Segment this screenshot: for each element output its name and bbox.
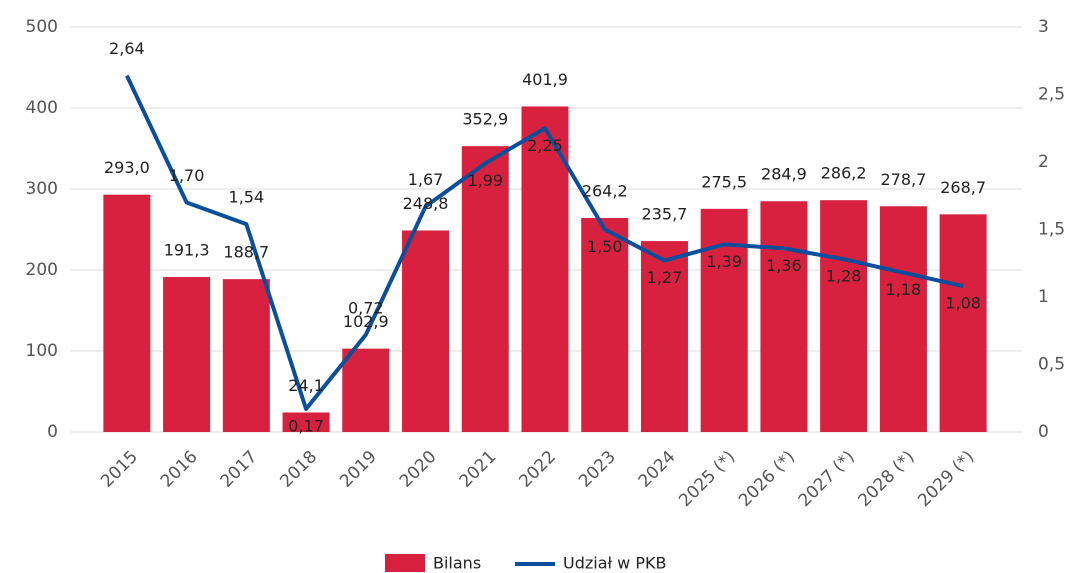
line-value-label: 1,18: [886, 280, 922, 299]
line-value-label: 1,08: [945, 294, 981, 313]
line-value-label: 1,67: [408, 170, 444, 189]
x-tick-label: 2024: [635, 447, 680, 492]
bar-value-label: 188,7: [223, 243, 269, 262]
x-tick-label: 2025 (*): [675, 447, 739, 511]
x-tick-label: 2028 (*): [855, 447, 919, 511]
legend-label: Udział w PKB: [563, 554, 666, 573]
bar-value-label: 284,9: [761, 165, 807, 184]
bar: [402, 230, 450, 432]
bar: [282, 412, 330, 432]
bar-value-label: 24,1: [288, 376, 324, 395]
x-tick-label: 2018: [276, 447, 321, 492]
y2-tick-label: 3: [1038, 17, 1049, 37]
line-value-label: 1,36: [766, 256, 802, 275]
line-value-label: 1,70: [169, 166, 205, 185]
line-value-label: 0,72: [348, 298, 384, 317]
bar-value-label: 401,9: [522, 70, 568, 89]
line-value-label: 1,39: [706, 252, 742, 271]
x-tick-label: 2017: [217, 447, 262, 492]
x-tick-label: 2027 (*): [795, 447, 859, 511]
line-value-label: 2,25: [527, 136, 563, 155]
bar: [820, 200, 868, 432]
y-tick-label: 100: [26, 341, 58, 361]
bar-value-label: 102,9: [343, 312, 389, 331]
x-tick-label: 2020: [396, 447, 441, 492]
y2-tick-label: 1,5: [1038, 220, 1065, 240]
bar-value-label: 191,3: [164, 241, 210, 260]
x-tick-label: 2026 (*): [735, 447, 799, 511]
bar: [581, 217, 629, 432]
bar-value-label: 264,2: [582, 181, 628, 200]
y2-tick-label: 1: [1038, 287, 1049, 307]
bar-value-label: 286,2: [821, 164, 867, 183]
y-tick-label: 200: [26, 260, 58, 280]
legend-swatch: [385, 554, 425, 572]
bar-value-label: 275,5: [701, 172, 747, 191]
bar: [640, 241, 688, 432]
bar: [521, 106, 569, 432]
bar-value-label: 293,0: [104, 158, 150, 177]
y-tick-label: 400: [26, 98, 58, 118]
bar: [939, 214, 987, 432]
bar: [879, 206, 927, 432]
x-tick-label: 2021: [456, 447, 501, 492]
y-tick-label: 0: [47, 422, 58, 442]
line: [125, 74, 964, 412]
bar: [760, 201, 808, 432]
y2-tick-label: 0: [1038, 422, 1049, 442]
bar: [342, 348, 390, 432]
bar-value-label: 278,7: [880, 170, 926, 189]
y-tick-label: 500: [26, 17, 58, 37]
x-tick-label: 2019: [336, 447, 381, 492]
y2-tick-label: 0,5: [1038, 355, 1065, 375]
y2-tick-label: 2: [1038, 152, 1049, 172]
line-value-label: 1,27: [647, 268, 683, 287]
bar-value-label: 352,9: [462, 110, 508, 129]
line-value-label: 1,50: [587, 237, 623, 256]
x-tick-label: 2029 (*): [914, 447, 978, 511]
line-value-label: 2,64: [109, 39, 145, 58]
y-tick-label: 300: [26, 179, 58, 199]
y2-tick-label: 2,5: [1038, 85, 1065, 105]
x-tick-label: 2022: [515, 447, 560, 492]
bar: [461, 146, 509, 432]
line-value-label: 1,54: [229, 188, 265, 207]
line-value-label: 1,99: [467, 171, 503, 190]
x-tick-label: 2015: [97, 447, 142, 492]
bar-value-label: 248,8: [403, 194, 449, 213]
line-value-label: 1,28: [826, 267, 862, 286]
line-value-label: 0,17: [288, 417, 324, 436]
bar-value-label: 268,7: [940, 178, 986, 197]
bar: [103, 194, 151, 432]
x-tick-label: 2016: [157, 447, 202, 492]
bar-value-label: 235,7: [642, 205, 688, 224]
bar: [163, 277, 211, 432]
bar: [700, 208, 748, 432]
x-tick-label: 2023: [575, 447, 620, 492]
legend-label: Bilans: [433, 554, 481, 573]
bar: [222, 279, 270, 432]
